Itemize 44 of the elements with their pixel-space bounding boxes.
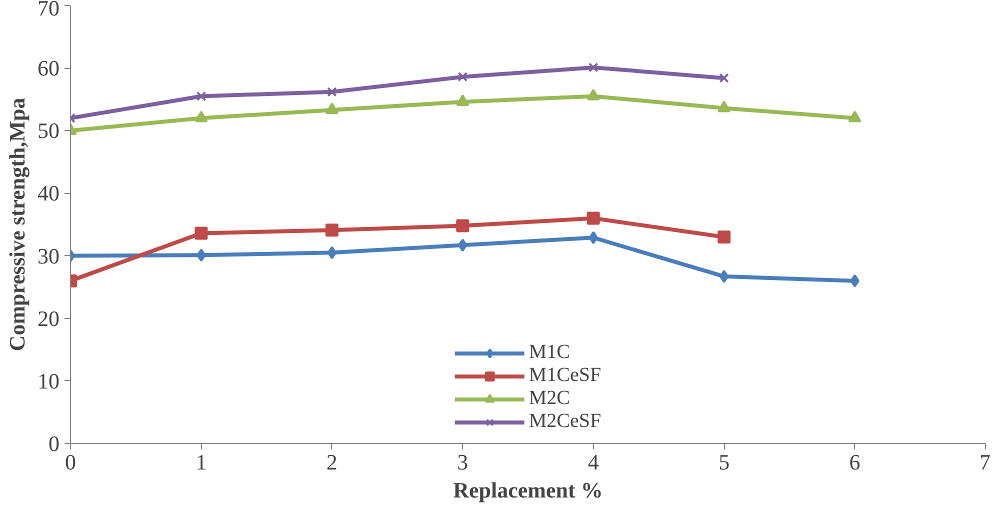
legend-label: M2CeSF — [528, 410, 602, 433]
point — [458, 72, 468, 82]
point — [850, 274, 860, 288]
x-tick-label: 6 — [849, 450, 860, 474]
y-tick-label: 20 — [38, 306, 60, 331]
x-tick-label: 3 — [457, 450, 468, 474]
point — [456, 94, 470, 106]
y-tick-label: 70 — [38, 0, 60, 20]
x-tick-label: 5 — [718, 450, 730, 474]
y-tick-label: 0 — [48, 431, 60, 456]
y-tick-label: 50 — [38, 118, 60, 144]
x-tick-label: 2 — [326, 450, 338, 474]
y-tick-label: 10 — [38, 368, 60, 394]
point — [586, 212, 600, 225]
point — [848, 110, 862, 122]
point — [325, 224, 338, 237]
point — [458, 238, 468, 252]
legend-label: M1C — [528, 341, 570, 364]
point — [456, 219, 470, 232]
point — [719, 73, 729, 83]
x-tick-label: 0 — [65, 450, 76, 474]
point — [194, 110, 208, 122]
y-axis-title: Compressive strength,Mpa — [4, 98, 30, 352]
point — [325, 102, 338, 114]
point — [196, 248, 206, 262]
x-tick-label: 1 — [196, 450, 207, 474]
legend-label: M1CeSF — [528, 364, 602, 387]
y-tick-label: 40 — [38, 180, 60, 206]
point — [327, 246, 337, 260]
point — [586, 88, 600, 100]
point — [327, 86, 337, 97]
legend-label: M2C — [528, 387, 570, 410]
point — [196, 91, 206, 102]
x-tick-label: 4 — [588, 450, 599, 474]
point — [194, 226, 208, 240]
y-tick-label: 60 — [38, 56, 60, 81]
point — [588, 231, 598, 244]
x-tick-label: 7 — [980, 450, 990, 474]
y-tick-label: 30 — [38, 243, 60, 268]
point — [719, 270, 729, 283]
point — [718, 230, 731, 244]
point — [718, 100, 731, 112]
x-axis-title: Replacement % — [453, 478, 603, 502]
point — [588, 62, 598, 72]
